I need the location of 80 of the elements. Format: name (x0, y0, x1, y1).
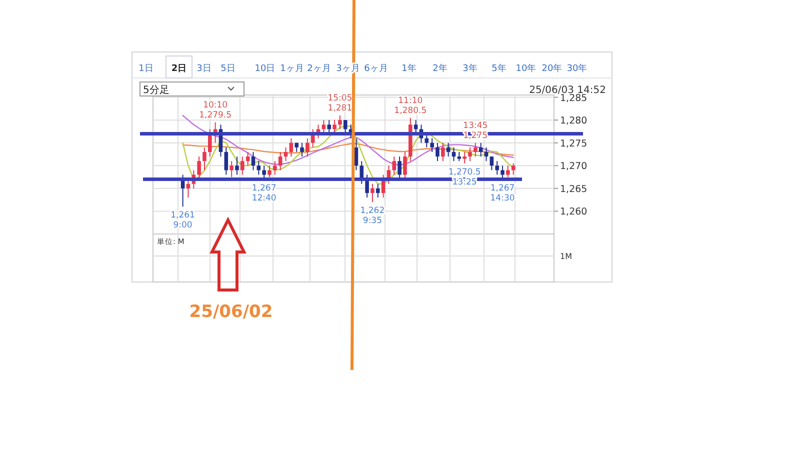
text: 10年 (516, 63, 536, 74)
candlestick (256, 160, 261, 176)
candlestick (208, 128, 212, 158)
candlestick (424, 133, 429, 148)
candlestick (278, 151, 282, 171)
candlestick (273, 160, 277, 176)
candlestick (300, 142, 304, 158)
candlestick (322, 120, 326, 134)
candlestick (414, 120, 418, 134)
text: 2日 (171, 63, 187, 74)
candlestick (338, 115, 342, 130)
y-tick-label: 1,285 (560, 92, 588, 104)
candlestick (224, 146, 228, 176)
annotation: 1,267 14:30 (490, 183, 515, 204)
candlestick (332, 120, 336, 134)
text: 6ヶ月 (364, 64, 388, 74)
candlestick (197, 156, 201, 180)
candlestick (484, 146, 488, 162)
text: 5日 (220, 64, 236, 74)
candlestick (343, 120, 348, 134)
annotation: 11:10 1,280.5 (394, 96, 427, 116)
candlestick (284, 146, 288, 162)
candlestick (457, 151, 462, 162)
text: 20年 (542, 63, 562, 74)
candlestick (462, 151, 466, 164)
candlestick (403, 151, 407, 180)
text: 2年 (432, 63, 448, 74)
candlestick (289, 138, 294, 158)
annotation: 15:05 1,281 (328, 94, 352, 114)
candlestick (246, 151, 250, 166)
candlestick (430, 138, 434, 152)
annotation: 1,261 9:00 (170, 210, 195, 231)
candlestick (240, 156, 244, 176)
candlestick (500, 165, 504, 180)
candlestick (474, 142, 478, 158)
candlestick (452, 146, 456, 162)
y-tick-label: 1,260 (560, 206, 588, 218)
candlestick (370, 183, 374, 203)
candlestick (392, 156, 396, 176)
candlestick (186, 178, 190, 198)
text: 1日 (138, 64, 154, 74)
annotation: 10:10 1,279.5 (199, 100, 232, 120)
text: 3年 (462, 63, 478, 74)
candlestick (354, 138, 358, 171)
candlestick (446, 142, 450, 158)
y-tick-label: 1,265 (560, 184, 588, 195)
candlestick (306, 138, 310, 158)
candlestick (478, 142, 483, 158)
text: 1ヶ月 (280, 64, 304, 74)
candlestick (436, 142, 440, 162)
annotation: 1,262 9:35 (360, 206, 385, 226)
candlestick (262, 165, 266, 180)
text: 2ヶ月 (307, 64, 331, 74)
candlestick (268, 165, 272, 178)
text: 30年 (566, 63, 588, 74)
candlestick (360, 160, 364, 184)
candlestick (506, 165, 510, 178)
y-tick-label: 1,280 (560, 116, 588, 127)
candlestick (327, 120, 332, 134)
text: 5年 (492, 63, 506, 74)
candlestick (490, 156, 494, 171)
candlestick (230, 160, 234, 178)
y-tick-label: 1,275 (560, 138, 588, 150)
candlestick (468, 146, 472, 162)
candlestick (495, 160, 499, 176)
text: 1年 (402, 63, 416, 74)
annotation: 5分足 (143, 84, 170, 96)
text: 3日 (196, 64, 212, 74)
text: 10日 (254, 64, 276, 74)
candlestick (235, 156, 239, 176)
candlestick (202, 146, 206, 171)
annotation: 1,267 12:40 (252, 183, 276, 204)
candlestick (376, 183, 380, 198)
text: 1M (560, 252, 572, 261)
y-tick-label: 1,270 (560, 161, 588, 172)
candlestick (398, 156, 402, 180)
candlestick (441, 142, 445, 162)
candlestick (251, 151, 256, 171)
text: 25/06/02 (189, 302, 273, 322)
candlestick (511, 162, 516, 176)
